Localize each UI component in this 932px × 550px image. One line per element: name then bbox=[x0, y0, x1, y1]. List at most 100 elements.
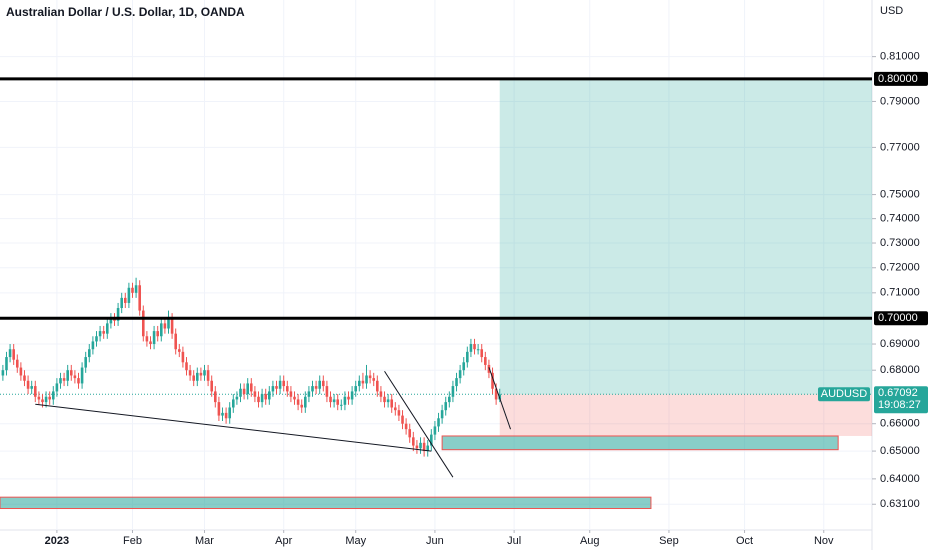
y-tick-label: 0.81000 bbox=[880, 51, 920, 63]
candle-body bbox=[404, 423, 408, 430]
candle-body bbox=[426, 445, 430, 452]
candle-body bbox=[163, 323, 167, 329]
candle-body bbox=[343, 396, 347, 405]
candle-body bbox=[127, 287, 131, 303]
candle-body bbox=[476, 349, 480, 351]
x-tick-label: Apr bbox=[275, 535, 292, 547]
candle-body bbox=[206, 370, 210, 381]
candle-body bbox=[69, 370, 73, 376]
candle-body bbox=[131, 287, 134, 293]
candle-body bbox=[368, 375, 372, 379]
candle-body bbox=[59, 378, 62, 384]
drawings bbox=[0, 78, 872, 510]
candle-body bbox=[178, 349, 181, 352]
candle-body bbox=[30, 386, 33, 389]
candle-body bbox=[494, 388, 498, 400]
trend-line bbox=[384, 370, 454, 478]
profit-zone bbox=[499, 78, 872, 395]
candle-body bbox=[41, 399, 44, 403]
candle-body bbox=[322, 380, 325, 387]
candle-body bbox=[430, 434, 433, 446]
candle-body bbox=[232, 399, 235, 408]
candle-body bbox=[433, 426, 437, 435]
candle-body bbox=[390, 399, 394, 408]
axes: 0.81000 0.79000 0.77000 0.75000 0.74000 0.730… bbox=[45, 51, 928, 547]
candle-body bbox=[181, 351, 185, 363]
candle-body bbox=[278, 380, 282, 389]
candle-body bbox=[159, 323, 163, 337]
y-tick-label: 0.71000 bbox=[880, 287, 920, 299]
candle-body bbox=[217, 402, 221, 416]
candle-body bbox=[102, 331, 105, 334]
candle-body bbox=[228, 407, 231, 419]
candle-body bbox=[37, 396, 41, 400]
candle-body bbox=[138, 285, 141, 311]
candle-body bbox=[221, 412, 224, 416]
candle-body bbox=[286, 386, 289, 392]
x-tick-label: Feb bbox=[123, 535, 142, 547]
candle-body bbox=[62, 378, 66, 381]
y-tick-label: 0.73000 bbox=[880, 237, 920, 249]
candle-body bbox=[415, 445, 419, 449]
x-tick-label: Oct bbox=[736, 535, 753, 547]
candle-body bbox=[462, 362, 466, 371]
candle-body bbox=[268, 391, 271, 400]
candle-body bbox=[246, 383, 249, 395]
candle-body bbox=[73, 375, 77, 379]
candle-body bbox=[444, 402, 448, 411]
x-tick-label: Aug bbox=[580, 535, 600, 547]
candle-body bbox=[365, 375, 368, 384]
x-tick-label: Sep bbox=[659, 535, 679, 547]
candle-body bbox=[141, 310, 145, 337]
level-label: 0.70000 bbox=[878, 312, 918, 324]
candle-body bbox=[51, 391, 55, 400]
y-tick-label: 0.79000 bbox=[880, 95, 920, 107]
candle-body bbox=[354, 386, 358, 392]
candle-body bbox=[210, 380, 213, 392]
candle-body bbox=[300, 404, 304, 408]
candle-body bbox=[26, 380, 30, 389]
y-tick-label: 0.72000 bbox=[880, 262, 920, 274]
candle-body bbox=[116, 308, 120, 321]
y-tick-label: 0.66000 bbox=[880, 418, 920, 430]
candle-body bbox=[394, 407, 397, 411]
candle-body bbox=[264, 394, 268, 400]
y-tick-label: 0.63100 bbox=[880, 498, 920, 510]
candle-body bbox=[145, 336, 149, 342]
y-tick-label: 0.74000 bbox=[880, 213, 920, 225]
candle-body bbox=[469, 344, 473, 352]
loss-zone bbox=[499, 394, 872, 436]
candle-body bbox=[397, 410, 401, 416]
candle-body bbox=[15, 359, 19, 368]
candle-body bbox=[149, 341, 152, 345]
candle-body bbox=[491, 372, 494, 389]
candle-body bbox=[80, 367, 84, 384]
y-tick-label: 0.75000 bbox=[880, 188, 920, 200]
level-label-bg bbox=[874, 311, 928, 326]
candle-body bbox=[325, 386, 329, 397]
candle-body bbox=[167, 318, 170, 329]
candle-body bbox=[293, 396, 296, 400]
candle-body bbox=[383, 396, 386, 403]
candle-body bbox=[422, 442, 426, 452]
candle-body bbox=[44, 396, 48, 403]
trend-line bbox=[35, 403, 432, 452]
candle-body bbox=[109, 318, 113, 324]
candle-body bbox=[235, 396, 239, 400]
candle-body bbox=[329, 396, 332, 403]
candle-body bbox=[484, 357, 487, 365]
currency-label: USD bbox=[880, 5, 903, 17]
candle-body bbox=[437, 418, 440, 427]
level-label-bg bbox=[874, 71, 928, 86]
candle-body bbox=[174, 333, 177, 350]
candle-body bbox=[253, 391, 257, 397]
candle-body bbox=[188, 370, 192, 376]
candle-body bbox=[458, 370, 462, 379]
zone bbox=[441, 435, 839, 451]
candle-body bbox=[311, 386, 314, 392]
candle-body bbox=[340, 404, 343, 406]
candle-body bbox=[358, 380, 361, 387]
price-axis-background bbox=[872, 0, 932, 550]
candle-body bbox=[91, 341, 95, 350]
